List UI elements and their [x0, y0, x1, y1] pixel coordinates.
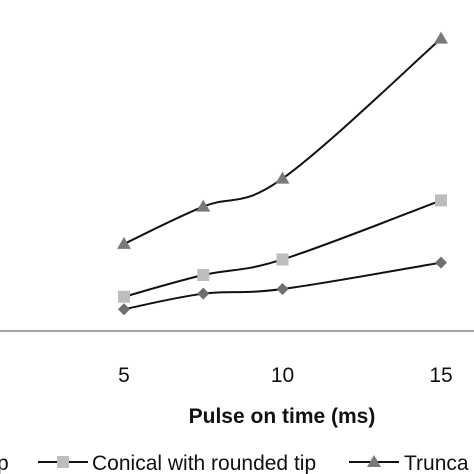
series-markers [117, 31, 448, 316]
legend-entry: p [0, 452, 9, 474]
data-point-diamond [118, 303, 130, 316]
series-line-1 [123, 261, 442, 311]
legend-marker-triangle [367, 455, 381, 467]
data-point-square [435, 194, 447, 207]
data-point-diamond [435, 256, 447, 269]
x-tick-label: 5 [118, 364, 130, 387]
legend-label: Trunca [404, 452, 469, 474]
x-axis-title: Pulse on time (ms) [189, 405, 376, 428]
series-lines [123, 37, 442, 311]
legend-label: Conical with rounded tip [92, 452, 316, 474]
data-point-square [197, 269, 210, 282]
legend-marker-square [57, 456, 69, 468]
legend: p Conical with rounded tip Trunca [0, 452, 469, 474]
series-line-3 [123, 37, 442, 245]
data-point-triangle [196, 199, 211, 212]
x-tick-labels: 5 10 15 [118, 364, 453, 387]
legend-label: p [0, 452, 9, 474]
legend-entry: Trunca [349, 452, 469, 474]
data-point-diamond [197, 287, 210, 300]
data-point-diamond [276, 283, 289, 296]
data-point-triangle [434, 31, 448, 44]
x-tick-label: 15 [429, 364, 452, 387]
data-point-triangle [117, 236, 131, 249]
x-tick-label: 10 [271, 364, 294, 387]
data-point-triangle [275, 171, 290, 184]
series-line-2 [123, 199, 442, 298]
data-point-square [118, 290, 130, 303]
legend-entry: Conical with rounded tip [38, 452, 316, 474]
data-point-square [276, 253, 289, 266]
